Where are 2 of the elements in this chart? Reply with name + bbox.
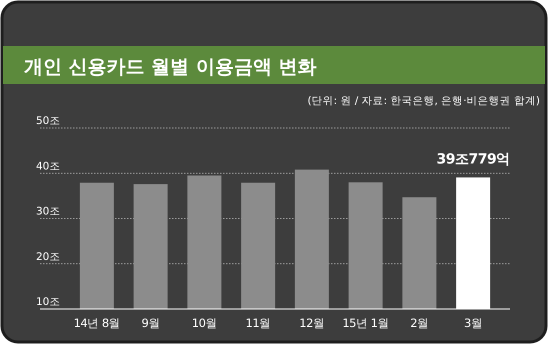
title: 개인 신용카드 월별 이용금액 변화 bbox=[24, 56, 316, 78]
subtitle: (단위: 원 / 자료: 한국은행, 은행·비은행권 합계) bbox=[307, 95, 540, 107]
